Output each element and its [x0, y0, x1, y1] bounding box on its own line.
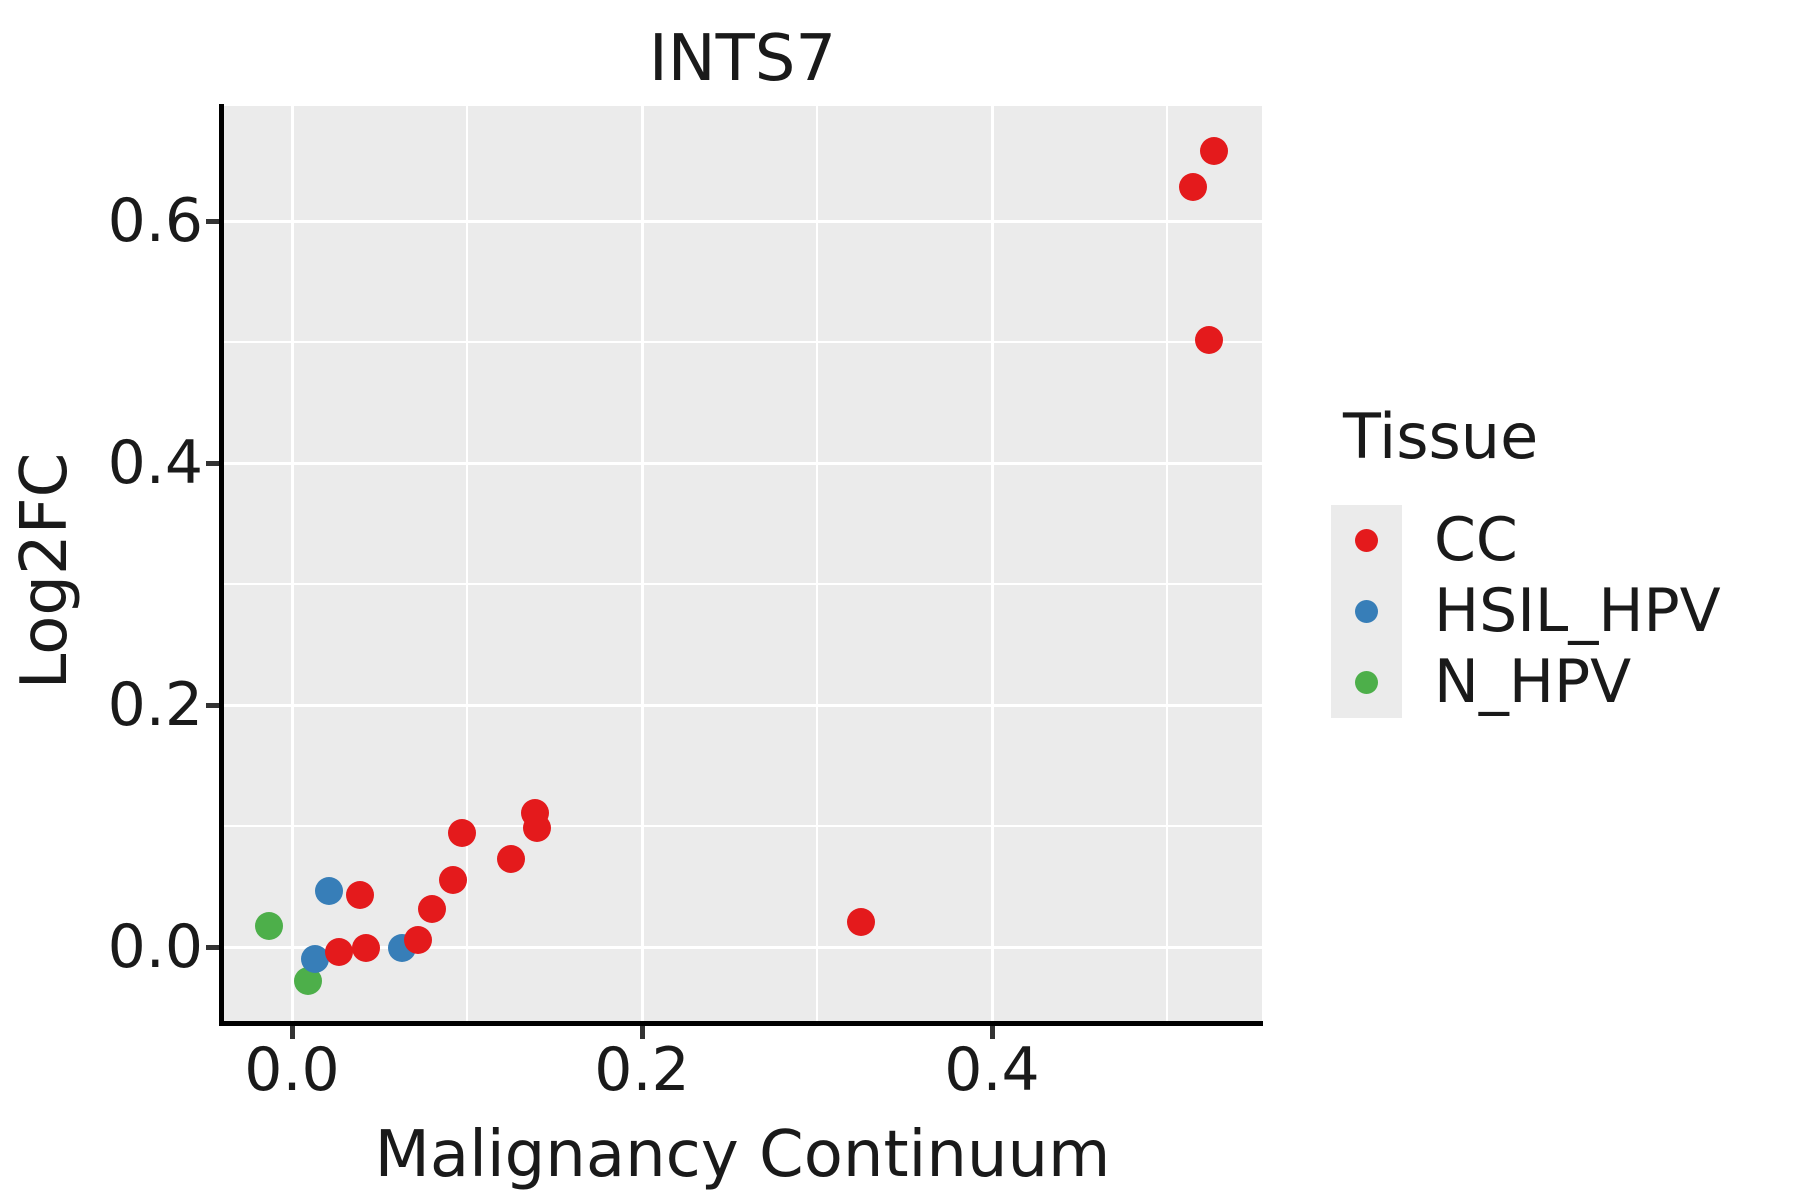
- data-point-cc: [447, 819, 476, 848]
- y-axis-line: [219, 104, 224, 1025]
- y-tick-mark: [206, 219, 219, 224]
- data-point-cc: [496, 844, 525, 873]
- y-major-gridline: [223, 219, 1262, 223]
- x-minor-gridline: [816, 106, 818, 1021]
- y-tick-label: 0.4: [107, 428, 203, 498]
- y-minor-gridline: [223, 583, 1262, 585]
- y-tick-mark: [206, 703, 219, 708]
- legend-title: Tissue: [1343, 400, 1539, 473]
- data-point-cc: [1179, 173, 1208, 202]
- y-tick-mark: [206, 945, 219, 950]
- data-point-cc: [418, 895, 446, 924]
- y-tick-label: 0.0: [107, 912, 203, 982]
- y-minor-gridline: [223, 825, 1262, 827]
- x-major-gridline: [990, 106, 994, 1021]
- y-axis-label: Log2FC: [8, 452, 82, 690]
- x-axis-label: Malignancy Continuum: [374, 1118, 1111, 1192]
- x-tick-mark: [640, 1026, 645, 1039]
- data-point-cc: [346, 880, 375, 909]
- y-major-gridline: [223, 461, 1262, 465]
- data-point-n_hpv: [255, 912, 284, 941]
- y-minor-gridline: [223, 341, 1262, 343]
- x-tick-label: 0.0: [244, 1035, 340, 1105]
- y-major-gridline: [223, 703, 1262, 707]
- y-tick-mark: [206, 461, 219, 466]
- legend-label: N_HPV: [1434, 647, 1632, 717]
- y-tick-label: 0.6: [107, 186, 203, 256]
- data-point-cc: [1200, 136, 1229, 165]
- legend-label: HSIL_HPV: [1434, 576, 1721, 646]
- data-point-cc: [439, 866, 467, 895]
- y-tick-label: 0.2: [107, 670, 203, 740]
- data-point-cc: [846, 907, 875, 936]
- plot-panel: [223, 106, 1262, 1021]
- x-minor-gridline: [1166, 106, 1168, 1021]
- x-major-gridline: [640, 106, 644, 1021]
- x-tick-mark: [290, 1026, 295, 1039]
- y-major-gridline: [223, 945, 1262, 949]
- x-tick-label: 0.2: [594, 1035, 690, 1105]
- data-point-cc: [1195, 325, 1223, 354]
- data-point-cc: [523, 814, 551, 843]
- data-point-cc: [351, 934, 380, 963]
- data-point-hsil_hpv: [314, 877, 343, 906]
- x-minor-gridline: [466, 106, 468, 1021]
- data-point-hsil_hpv: [300, 945, 329, 974]
- legend-dot-hsil_hpv: [1355, 600, 1378, 623]
- legend-label: CC: [1434, 505, 1518, 575]
- data-point-cc: [325, 937, 354, 966]
- x-major-gridline: [290, 106, 294, 1021]
- legend-dot-n_hpv: [1355, 671, 1378, 694]
- x-tick-mark: [990, 1026, 995, 1039]
- data-point-cc: [404, 925, 432, 954]
- chart-title: INTS7: [648, 22, 837, 96]
- x-axis-line: [219, 1021, 1263, 1026]
- x-tick-label: 0.4: [944, 1035, 1040, 1105]
- legend-dot-cc: [1355, 529, 1378, 552]
